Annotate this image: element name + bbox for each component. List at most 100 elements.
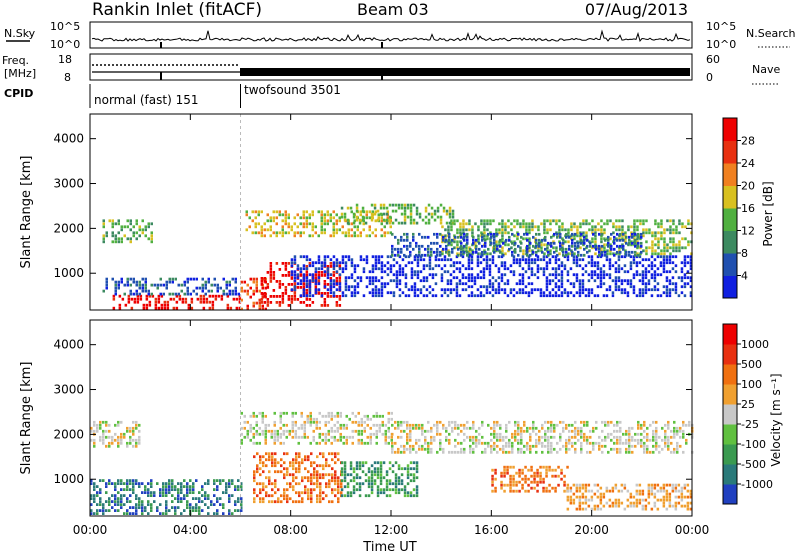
heatmap-cell [282, 411, 285, 415]
heatmap-cell [342, 426, 345, 430]
heatmap-cell [354, 414, 357, 418]
heatmap-cell [380, 285, 384, 289]
heatmap-cell [302, 216, 305, 220]
heatmap-cell [523, 444, 526, 448]
y-tick-label: 2000 [53, 427, 84, 441]
heatmap-cell [186, 485, 189, 488]
heatmap-cell [317, 282, 321, 286]
heatmap-cell [394, 203, 398, 207]
heatmap-cell [513, 225, 516, 229]
heatmap-cell [394, 461, 398, 465]
heatmap-cell [434, 294, 438, 298]
heatmap-cell [93, 482, 96, 485]
heatmap-cell [413, 288, 417, 292]
heatmap-cell [455, 285, 459, 289]
heatmap-cell [392, 264, 396, 268]
heatmap-cell [216, 289, 219, 293]
heatmap-cell [590, 498, 594, 502]
heatmap-cell [380, 264, 384, 268]
heatmap-cell [362, 294, 366, 298]
heatmap-cell [492, 249, 495, 253]
heatmap-cell [198, 500, 201, 503]
heatmap-cell [252, 280, 255, 284]
heatmap-cell [274, 452, 277, 456]
heatmap-cell [207, 512, 210, 515]
heatmap-cell [367, 485, 371, 489]
heatmap-cell [177, 283, 180, 287]
heatmap-cell [466, 235, 469, 239]
heatmap-cell [237, 479, 240, 482]
heatmap-cell [607, 432, 610, 436]
heatmap-cell [243, 426, 246, 430]
heatmap-cell [93, 429, 96, 433]
heatmap-cell [480, 252, 483, 256]
heatmap-cell [343, 479, 347, 483]
heatmap-cell [214, 297, 218, 301]
heatmap-cell [292, 467, 295, 471]
heatmap-cell [299, 255, 303, 259]
heatmap-cell [659, 486, 663, 490]
heatmap-cell [386, 255, 390, 259]
heatmap-cell [202, 294, 206, 298]
heatmap-cell [439, 441, 442, 445]
heatmap-cell [301, 497, 304, 501]
heatmap-cell [601, 429, 604, 433]
heatmap-cell [281, 234, 284, 238]
heatmap-cell [623, 288, 627, 292]
heatmap-cell [605, 294, 609, 298]
heatmap-cell [272, 289, 276, 292]
heatmap-cell [640, 426, 643, 430]
heatmap-cell [564, 234, 567, 238]
heatmap-cell [409, 215, 413, 219]
heatmap-cell [479, 285, 483, 289]
heatmap-cell [557, 294, 561, 298]
heatmap-cell [637, 244, 640, 248]
heatmap-cell [377, 261, 381, 265]
heatmap-cell [336, 420, 339, 424]
heatmap-cell [96, 426, 99, 430]
heatmap-cell [325, 461, 328, 465]
heatmap-cell [597, 228, 600, 232]
heatmap-cell [523, 429, 526, 433]
heatmap-cell [476, 255, 480, 259]
heatmap-cell [418, 444, 421, 448]
heatmap-cell [534, 240, 537, 244]
heatmap-cell [614, 267, 618, 271]
heatmap-cell [535, 253, 538, 257]
heatmap-cell [406, 247, 409, 251]
heatmap-cell [129, 512, 132, 515]
heatmap-cell [433, 218, 437, 222]
heatmap-cell [576, 228, 579, 232]
heatmap-cell [416, 264, 420, 268]
heatmap-cell [444, 237, 447, 241]
heatmap-cell [259, 458, 262, 462]
heatmap-cell [581, 486, 585, 490]
heatmap-cell [129, 494, 132, 497]
heatmap-cell [441, 237, 444, 241]
heatmap-cell [619, 244, 622, 248]
heatmap-cell [286, 470, 289, 474]
heatmap-cell [673, 429, 676, 433]
heatmap-cell [377, 258, 381, 262]
nsky-panel: N.Sky 10^5 10^0 10^5 10^0 N.Search [4, 20, 796, 51]
heatmap-cell [576, 225, 579, 229]
heatmap-cell [506, 483, 509, 487]
heatmap-cell [284, 262, 288, 265]
heatmap-cell [245, 228, 248, 232]
heatmap-cell [557, 273, 561, 277]
heatmap-cell [451, 450, 454, 454]
heatmap-cell [566, 483, 570, 487]
heatmap-cell [90, 497, 93, 500]
heatmap-cell [283, 476, 286, 480]
heatmap-cell [256, 464, 259, 468]
heatmap-cell [338, 280, 342, 283]
heatmap-cell [186, 491, 189, 494]
heatmap-cell [599, 486, 603, 490]
heatmap-cell [535, 444, 538, 448]
heatmap-cell [445, 250, 448, 254]
heatmap-cell [261, 295, 264, 299]
heatmap-cell [162, 283, 165, 287]
heatmap-cell [550, 444, 553, 448]
heatmap-cell [453, 246, 456, 250]
heatmap-cell [653, 273, 657, 277]
